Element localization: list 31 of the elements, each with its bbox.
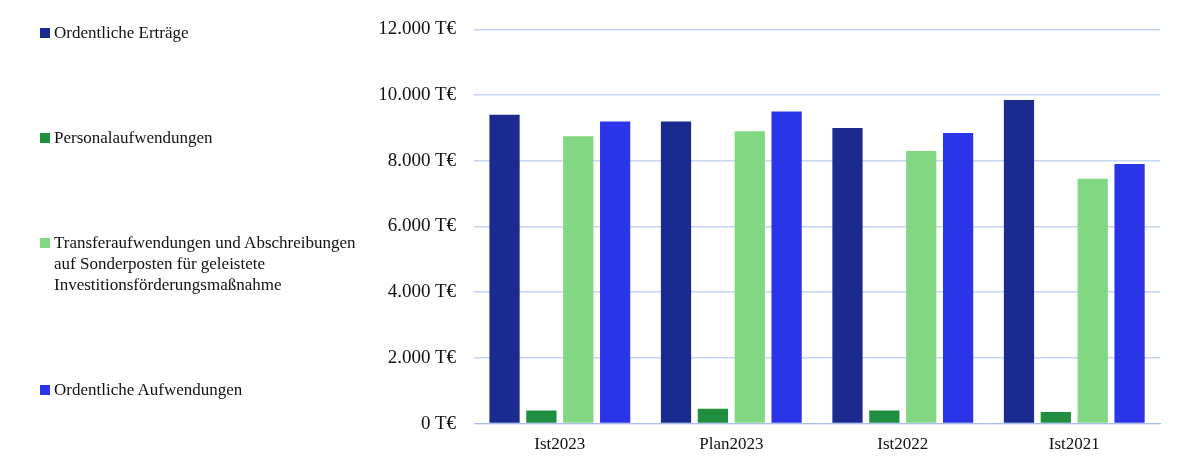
bar [600,121,631,423]
bar [771,111,802,423]
x-tick-label: Ist2021 [1048,434,1100,454]
bar [1114,164,1145,423]
bar [526,410,557,423]
bar [942,132,974,423]
y-tick-label: 12.000 T€ [378,17,457,39]
bar [832,127,863,423]
x-tick-label: Plan2023 [699,434,764,454]
x-tick-label: Ist2022 [877,434,929,454]
y-tick-label: 2.000 T€ [387,345,457,367]
bar [1040,412,1071,423]
y-tick-label: 6.000 T€ [387,214,457,236]
legend-label: Transferaufwendungen und Abschreibungen auf Sonderposten für geleistete Investitionsförderungsmaßnahme [54,232,357,295]
bar [1003,100,1035,423]
y-tick-label: 0 T€ [421,411,457,433]
bar [563,136,594,423]
y-tick-label: 8.000 T€ [387,148,457,170]
y-tick-label: 10.000 T€ [378,83,457,105]
legend-label: Ordentliche Erträge [54,22,189,43]
bar [869,410,900,423]
legend-label: Personalaufwendungen [54,127,213,148]
bar [1077,178,1108,423]
bar [489,114,520,423]
bar [697,408,728,423]
y-tick-label: 4.000 T€ [387,280,457,302]
legend-label: Ordentliche Aufwendungen [54,379,243,400]
bar [734,131,765,423]
bar [660,121,692,423]
x-tick-label: Ist2023 [534,434,586,454]
bar [906,150,937,423]
